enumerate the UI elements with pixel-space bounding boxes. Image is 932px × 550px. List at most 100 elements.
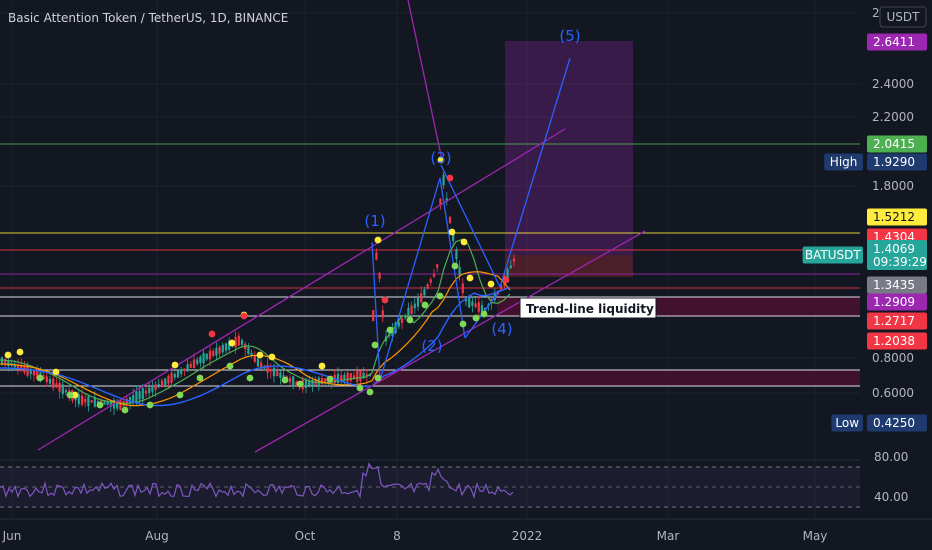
price-badge-value: 1.4069 bbox=[873, 242, 915, 256]
candle-body bbox=[36, 368, 39, 379]
target-zone bbox=[505, 41, 633, 255]
candle-body bbox=[410, 305, 413, 314]
x-tick-label: 2022 bbox=[512, 529, 543, 543]
candle-body bbox=[279, 372, 282, 378]
signal-dot bbox=[371, 341, 379, 349]
candle-body bbox=[365, 374, 368, 377]
candle-body bbox=[512, 258, 516, 262]
moving-averages bbox=[0, 238, 511, 407]
candle-body bbox=[125, 398, 128, 405]
candle-body bbox=[202, 352, 205, 364]
price-badge bbox=[867, 312, 927, 330]
price-badge bbox=[867, 276, 927, 294]
candle-body bbox=[42, 375, 45, 380]
signal-dot bbox=[472, 314, 480, 322]
candle-body bbox=[234, 337, 237, 348]
candle-body bbox=[416, 297, 420, 307]
candle-body bbox=[461, 283, 464, 294]
x-tick-label: 8 bbox=[393, 529, 401, 543]
candle-body bbox=[164, 378, 167, 386]
candle-body bbox=[429, 279, 432, 283]
candle-body bbox=[400, 318, 404, 323]
signal-dot bbox=[386, 326, 394, 334]
price-badge-value: 1.2717 bbox=[873, 314, 915, 328]
time-axis[interactable]: Jun Aug Oct 8 2022 Mar May bbox=[2, 529, 828, 543]
signal-dot bbox=[437, 156, 445, 164]
candle-body bbox=[151, 385, 154, 392]
currency-button-frame[interactable] bbox=[879, 6, 927, 28]
candle-body bbox=[464, 299, 468, 302]
price-badge-value: 0.4250 bbox=[873, 416, 915, 430]
ma-mid bbox=[0, 271, 511, 407]
candle-body bbox=[448, 216, 452, 224]
rsi-line bbox=[0, 462, 514, 500]
ma-fast bbox=[0, 238, 511, 405]
candle-body bbox=[442, 174, 445, 186]
candle-body bbox=[144, 390, 148, 394]
candle-body bbox=[445, 198, 448, 202]
candle-body bbox=[509, 265, 512, 269]
signal-dot bbox=[4, 351, 12, 359]
signal-dot bbox=[246, 374, 254, 382]
price-badge bbox=[867, 208, 927, 226]
candle-body bbox=[106, 402, 109, 405]
candle-body bbox=[26, 364, 29, 376]
price-badge-tag bbox=[831, 414, 863, 432]
x-tick-label: Jun bbox=[2, 529, 22, 543]
candle-body bbox=[420, 293, 423, 303]
candle-body bbox=[477, 302, 480, 312]
y-tick-label: 0.6000 bbox=[872, 386, 914, 400]
price-badge-value: 1.2038 bbox=[873, 334, 915, 348]
candle-body bbox=[423, 289, 426, 296]
trend-line bbox=[254, 230, 646, 453]
candle-body bbox=[7, 360, 10, 366]
candle-body bbox=[20, 364, 23, 371]
y-tick-label: 2.4000 bbox=[872, 77, 914, 91]
price-badge-tag bbox=[824, 153, 863, 171]
wave-label: (3) bbox=[430, 149, 451, 167]
signal-dot bbox=[208, 330, 216, 338]
candle-body bbox=[186, 364, 189, 372]
candle-body bbox=[288, 377, 292, 383]
candle-body bbox=[292, 376, 295, 387]
candle-body bbox=[349, 373, 352, 381]
candle-body bbox=[61, 384, 64, 395]
candle-body bbox=[55, 383, 58, 388]
candle-body bbox=[413, 303, 416, 309]
candle-body bbox=[170, 372, 173, 383]
candle-body bbox=[221, 344, 224, 353]
candle-body bbox=[154, 384, 157, 390]
candle-body bbox=[148, 387, 151, 394]
price-badge-value: 2.6411 bbox=[873, 35, 915, 49]
trend-line bbox=[371, 241, 381, 381]
signal-dots bbox=[4, 156, 510, 414]
candle-body bbox=[212, 350, 215, 356]
candle-body bbox=[90, 400, 93, 403]
candle-body bbox=[378, 272, 381, 280]
price-badge-tag-text: Low bbox=[835, 416, 859, 430]
candle-body bbox=[276, 371, 279, 376]
price-badge-value: 1.2909 bbox=[873, 295, 915, 309]
signal-dot bbox=[326, 375, 334, 383]
signal-dot bbox=[436, 292, 444, 300]
candle-body bbox=[48, 378, 52, 384]
candle-body bbox=[432, 273, 436, 277]
currency-button[interactable]: USDT bbox=[879, 6, 927, 28]
price-badge bbox=[867, 153, 927, 171]
ma-slow bbox=[0, 286, 511, 407]
candle-body bbox=[224, 343, 228, 351]
candle-body bbox=[32, 370, 36, 376]
signal-dot bbox=[460, 238, 468, 246]
candle-body bbox=[45, 376, 48, 383]
signal-dot bbox=[226, 362, 234, 370]
candle-body bbox=[352, 375, 356, 379]
candle-body bbox=[183, 368, 186, 371]
candle-body bbox=[138, 391, 141, 400]
signal-dot bbox=[176, 391, 184, 399]
price-badge bbox=[867, 414, 927, 432]
candle-body bbox=[64, 390, 68, 393]
currency-label[interactable]: USDT bbox=[887, 10, 921, 24]
signal-dot bbox=[406, 316, 414, 324]
